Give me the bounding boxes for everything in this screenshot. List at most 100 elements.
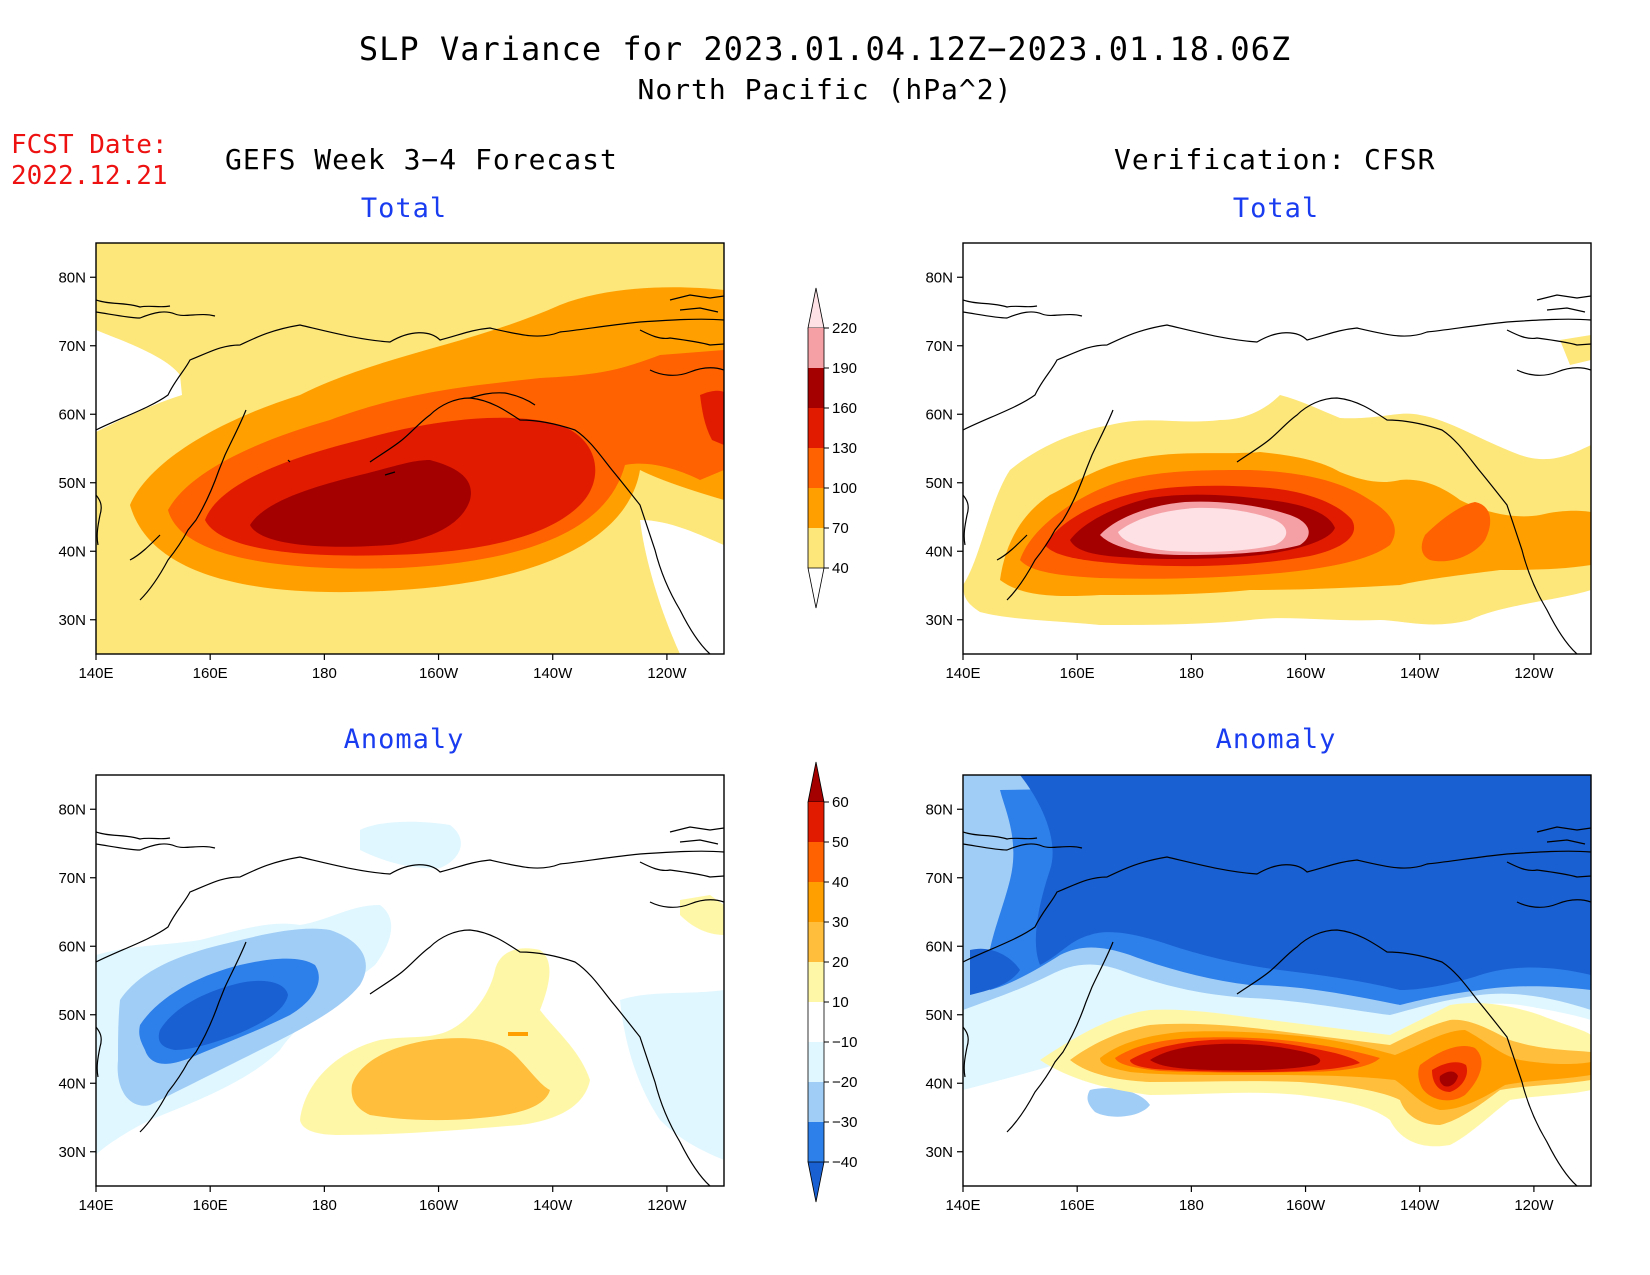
colorbar-segment (808, 1082, 824, 1122)
colorbar-segment (808, 488, 824, 528)
y-tick-label: 70N (58, 338, 86, 355)
fill-100-130-east (1421, 502, 1491, 562)
y-tick-label: 70N (925, 870, 953, 887)
y-tick-label: 30N (58, 1144, 86, 1161)
x-tick-label: 140E (78, 1197, 113, 1214)
panel-title-forecast-anomaly: Anomaly (343, 724, 465, 755)
colorbar-label: 130 (832, 440, 857, 457)
colorbar-label: 60 (832, 794, 849, 811)
colorbar-segment (808, 882, 824, 922)
map-panel-verification-anomaly (963, 775, 1591, 1186)
colorbar-anomaly: −40 −30 −20 −10 10 20 30 40 50 60 (807, 761, 857, 1203)
y-tick-label: 60N (925, 938, 953, 955)
colorbar-label: 50 (832, 834, 849, 851)
fill-130-160-east (700, 390, 724, 445)
colorbar-label: −10 (832, 1034, 857, 1051)
column-title-forecast: GEFS Week 3−4 Forecast (225, 143, 618, 176)
colorbar-label: 20 (832, 954, 849, 971)
colorbar-cap-bottom (807, 1161, 825, 1203)
colorbar-segment (808, 328, 824, 368)
y-tick-label: 80N (925, 801, 953, 818)
x-tick-label: 160W (1286, 1197, 1326, 1214)
y-tick-label: 60N (58, 938, 86, 955)
colorbar-segment (808, 962, 824, 1002)
fcst-date-value: 2022.12.21 (11, 161, 168, 191)
x-tick-label: 140E (78, 665, 113, 682)
x-tick-label: 120W (1514, 1197, 1554, 1214)
coastline (963, 294, 1591, 654)
colorbar-label: 70 (832, 520, 849, 537)
y-tick-label: 40N (925, 543, 953, 560)
panel-title-verification-anomaly: Anomaly (1215, 724, 1337, 755)
panel-frame-verification-anomaly (962, 774, 1592, 1187)
colorbar-label: 40 (832, 874, 849, 891)
colorbar-segment (808, 802, 824, 842)
y-tick-label: 40N (58, 1075, 86, 1092)
x-tick-label: 160E (193, 1197, 228, 1214)
colorbar-label: 190 (832, 360, 857, 377)
colorbar-cap-bottom (807, 567, 825, 609)
x-tick-label: 140W (1400, 1197, 1440, 1214)
x-tick-label: 140E (945, 665, 980, 682)
x-tick-label: 120W (647, 665, 687, 682)
column-title-verification: Verification: CFSR (1114, 143, 1436, 176)
fill-above-60-east (1439, 1071, 1458, 1087)
colorbar-segment (808, 1002, 824, 1042)
colorbar-segment (808, 1042, 824, 1082)
colorbar-label: −30 (832, 1114, 857, 1131)
coastline (963, 826, 1591, 1186)
fill-below-neg40 (1020, 775, 1591, 990)
colorbar-segment (808, 368, 824, 408)
fill-30-40-spot (508, 1032, 528, 1036)
panel-frame-forecast-anomaly (95, 774, 725, 1187)
colorbar-segment (808, 408, 824, 448)
y-tick-label: 50N (58, 1007, 86, 1024)
colorbar-segment (808, 922, 824, 962)
colorbar-label: 40 (832, 560, 849, 577)
fill-below-neg40-west (970, 948, 1020, 995)
y-tick-label: 80N (925, 269, 953, 286)
x-tick-label: 120W (647, 1197, 687, 1214)
fill-below-neg40 (158, 980, 288, 1050)
y-tick-label: 50N (925, 475, 953, 492)
y-tick-label: 30N (925, 612, 953, 629)
y-tick-label: 50N (925, 1007, 953, 1024)
x-tick-label: 180 (312, 1197, 337, 1214)
x-tick-label: 160E (193, 665, 228, 682)
fill-below-40-east (640, 520, 724, 654)
fill-below-40 (96, 330, 182, 432)
map-panel-forecast-anomaly (96, 775, 724, 1186)
colorbar-segment (808, 1122, 824, 1162)
fill-neg10-neg20-east (620, 990, 724, 1160)
x-tick-label: 180 (1179, 665, 1204, 682)
x-tick-label: 140E (945, 1197, 980, 1214)
x-tick-label: 140W (1400, 665, 1440, 682)
figure-subtitle: North Pacific (hPa^2) (637, 73, 1013, 106)
x-tick-label: 140W (533, 665, 573, 682)
figure-title: SLP Variance for 2023.01.04.12Z−2023.01.… (358, 30, 1292, 68)
colorbar-label: 10 (832, 994, 849, 1011)
y-tick-label: 30N (925, 1144, 953, 1161)
x-tick-label: 160W (1286, 665, 1326, 682)
x-tick-label: 180 (1179, 1197, 1204, 1214)
y-tick-label: 40N (925, 1075, 953, 1092)
colorbar-label: 160 (832, 400, 857, 417)
y-tick-label: 50N (58, 475, 86, 492)
x-tick-label: 160E (1060, 1197, 1095, 1214)
y-tick-label: 80N (58, 801, 86, 818)
x-tick-label: 160W (419, 1197, 459, 1214)
coastline (96, 826, 724, 1186)
colorbar-segment (808, 528, 824, 568)
fill-160-190 (250, 460, 471, 547)
coastline (96, 294, 724, 654)
y-tick-label: 30N (58, 612, 86, 629)
y-tick-label: 70N (925, 338, 953, 355)
colorbar-label: 30 (832, 914, 849, 931)
colorbar-cap-top (807, 761, 825, 803)
y-tick-label: 60N (58, 406, 86, 423)
fill-10-20-north (680, 895, 724, 935)
fill-neg10-neg20-north (360, 821, 461, 869)
fill-above-220 (1118, 507, 1287, 552)
y-tick-label: 70N (58, 870, 86, 887)
